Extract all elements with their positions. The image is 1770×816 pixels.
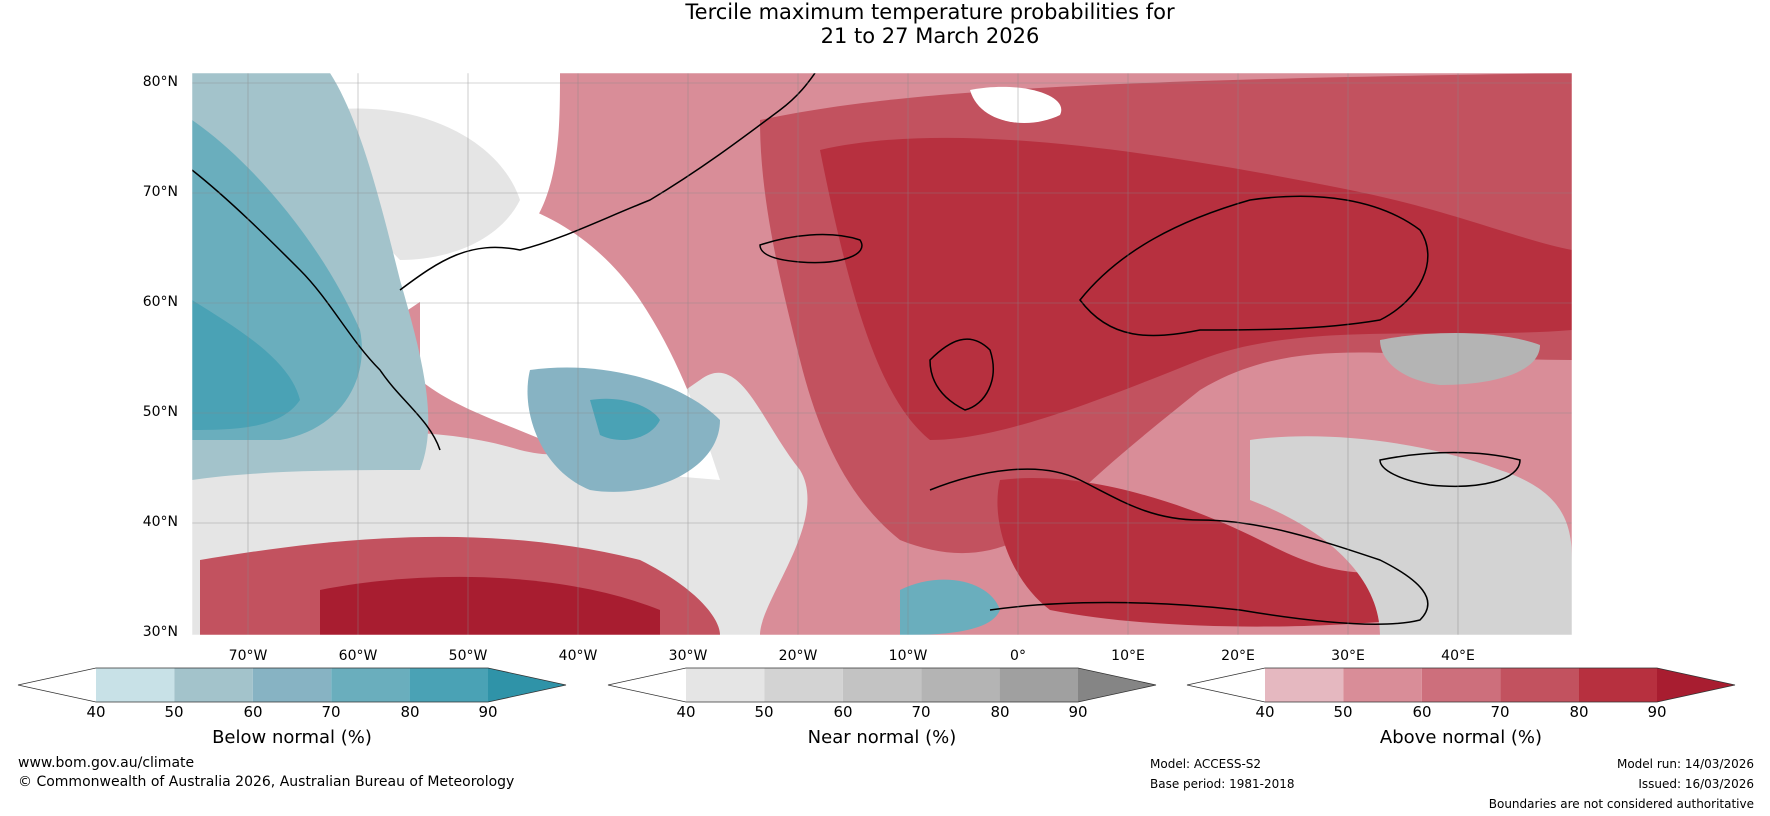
colorbar-near-high-extend (1078, 668, 1156, 702)
lon-label: 70°W (228, 648, 268, 664)
colorbar-near-swatch (842, 668, 922, 702)
title-line-1: Tercile maximum temperature probabilitie… (685, 0, 1175, 24)
colorbar-below-tick: 60 (243, 703, 263, 721)
lat-label: 70°N (142, 184, 178, 200)
lat-label: 40°N (142, 514, 178, 530)
copyright-text: © Commonwealth of Australia 2026, Austra… (18, 774, 515, 790)
colorbar-near (607, 667, 1157, 703)
field-near-turkey (1250, 436, 1572, 635)
lon-label: 50°W (448, 648, 488, 664)
map-field (192, 73, 1572, 635)
field-above-med (997, 478, 1400, 627)
colorbar-above-swatch (1421, 668, 1501, 702)
colorbar-below-swatch (96, 668, 175, 702)
coast-greenland (399, 73, 816, 291)
lon-label: 40°E (1441, 648, 1475, 664)
lat-label: 50°N (142, 404, 178, 420)
lon-label: 0° (1010, 648, 1026, 664)
title-line-2: 21 to 27 March 2026 (820, 24, 1040, 48)
lon-label: 40°W (558, 648, 598, 664)
colorbar-above-low-extend (1187, 668, 1265, 702)
colorbar-near-swatch (686, 668, 765, 702)
colorbar-below (17, 667, 567, 703)
field-below-central-core (590, 398, 660, 440)
lat-label: 30°N (142, 624, 178, 640)
colorbar-above-tick: 60 (1412, 703, 1432, 721)
issued-text: Issued: 16/03/2026 (1638, 777, 1754, 791)
coast-scandinavia (1079, 195, 1429, 337)
model-text: Model: ACCESS-S2 (1150, 757, 1262, 771)
lon-label: 30°W (668, 648, 708, 664)
colorbar-below-swatch (174, 668, 253, 702)
colorbar-above-swatch (1265, 668, 1344, 702)
lon-label: 20°W (778, 648, 818, 664)
lon-label: 20°E (1221, 648, 1255, 664)
colorbar-below-swatch (252, 668, 332, 702)
colorbar-above-swatch (1578, 668, 1657, 702)
map-title: Tercile maximum temperature probabilitie… (0, 0, 1770, 48)
field-below-west-deep (192, 300, 300, 430)
colorbar-above-tick: 50 (1333, 703, 1353, 721)
field-above-subtropic-core (320, 576, 660, 635)
colorbar-below-label: Below normal (%) (212, 727, 372, 748)
colorbar-above-high-extend (1657, 668, 1735, 702)
colorbar-near-low-extend (608, 668, 686, 702)
lon-label: 10°E (1111, 648, 1145, 664)
colorbar-above-tick: 40 (1255, 703, 1275, 721)
coast-canada (192, 169, 441, 451)
colorbar-near-tick: 40 (676, 703, 696, 721)
colorbar-near-swatch (764, 668, 843, 702)
map-frame (191, 72, 1573, 636)
colorbar-below-tick: 90 (478, 703, 498, 721)
colorbar-near-tick: 60 (833, 703, 853, 721)
colorbar-near-tick: 50 (754, 703, 774, 721)
colorbar-above-tick: 80 (1569, 703, 1589, 721)
colorbar-below-tick: 50 (164, 703, 184, 721)
colorbar-near-swatch (921, 668, 1000, 702)
website-link[interactable]: www.bom.gov.au/climate (18, 755, 195, 771)
field-above-scandinavia (820, 137, 1572, 440)
colorbar-near-label: Near normal (%) (807, 727, 957, 748)
colorbar-below-swatch (409, 668, 488, 702)
colorbar-below-high-extend (488, 668, 566, 702)
colorbar-above-swatch (1343, 668, 1422, 702)
colorbar-below-tick: 70 (321, 703, 341, 721)
coast-black-sea (1379, 451, 1521, 488)
colorbar-above-label: Above normal (%) (1379, 727, 1543, 748)
graticule (192, 73, 1572, 635)
colorbar-near-swatch (999, 668, 1078, 702)
lon-label: 30°E (1331, 648, 1365, 664)
colorbar-above (1186, 667, 1736, 703)
base-period-text: Base period: 1981-2018 (1150, 777, 1295, 791)
lat-label: 80°N (142, 74, 178, 90)
colorbar-near-tick: 70 (911, 703, 931, 721)
field-near-russia (1380, 333, 1540, 385)
coast-britain (929, 338, 994, 411)
coast-iceland (759, 233, 863, 264)
colorbar-below-tick: 80 (400, 703, 420, 721)
model-run-text: Model run: 14/03/2026 (1616, 757, 1754, 771)
lon-label: 60°W (338, 648, 378, 664)
colorbar-below-swatch (331, 668, 410, 702)
lat-label: 60°N (142, 294, 178, 310)
colorbar-above-swatch (1500, 668, 1579, 702)
colorbar-near-tick: 90 (1068, 703, 1088, 721)
field-below-africa (900, 579, 1000, 635)
colorbar-above-tick: 70 (1490, 703, 1510, 721)
disclaimer-text: Boundaries are not considered authoritat… (1488, 797, 1754, 811)
colorbar-below-low-extend (18, 668, 96, 702)
colorbar-above-tick: 90 (1647, 703, 1667, 721)
coast-mediterranean (929, 468, 1429, 625)
colorbar-near-tick: 80 (990, 703, 1010, 721)
field-white-arctic (970, 86, 1062, 123)
lon-label: 10°W (888, 648, 928, 664)
colorbar-below-tick: 40 (86, 703, 106, 721)
